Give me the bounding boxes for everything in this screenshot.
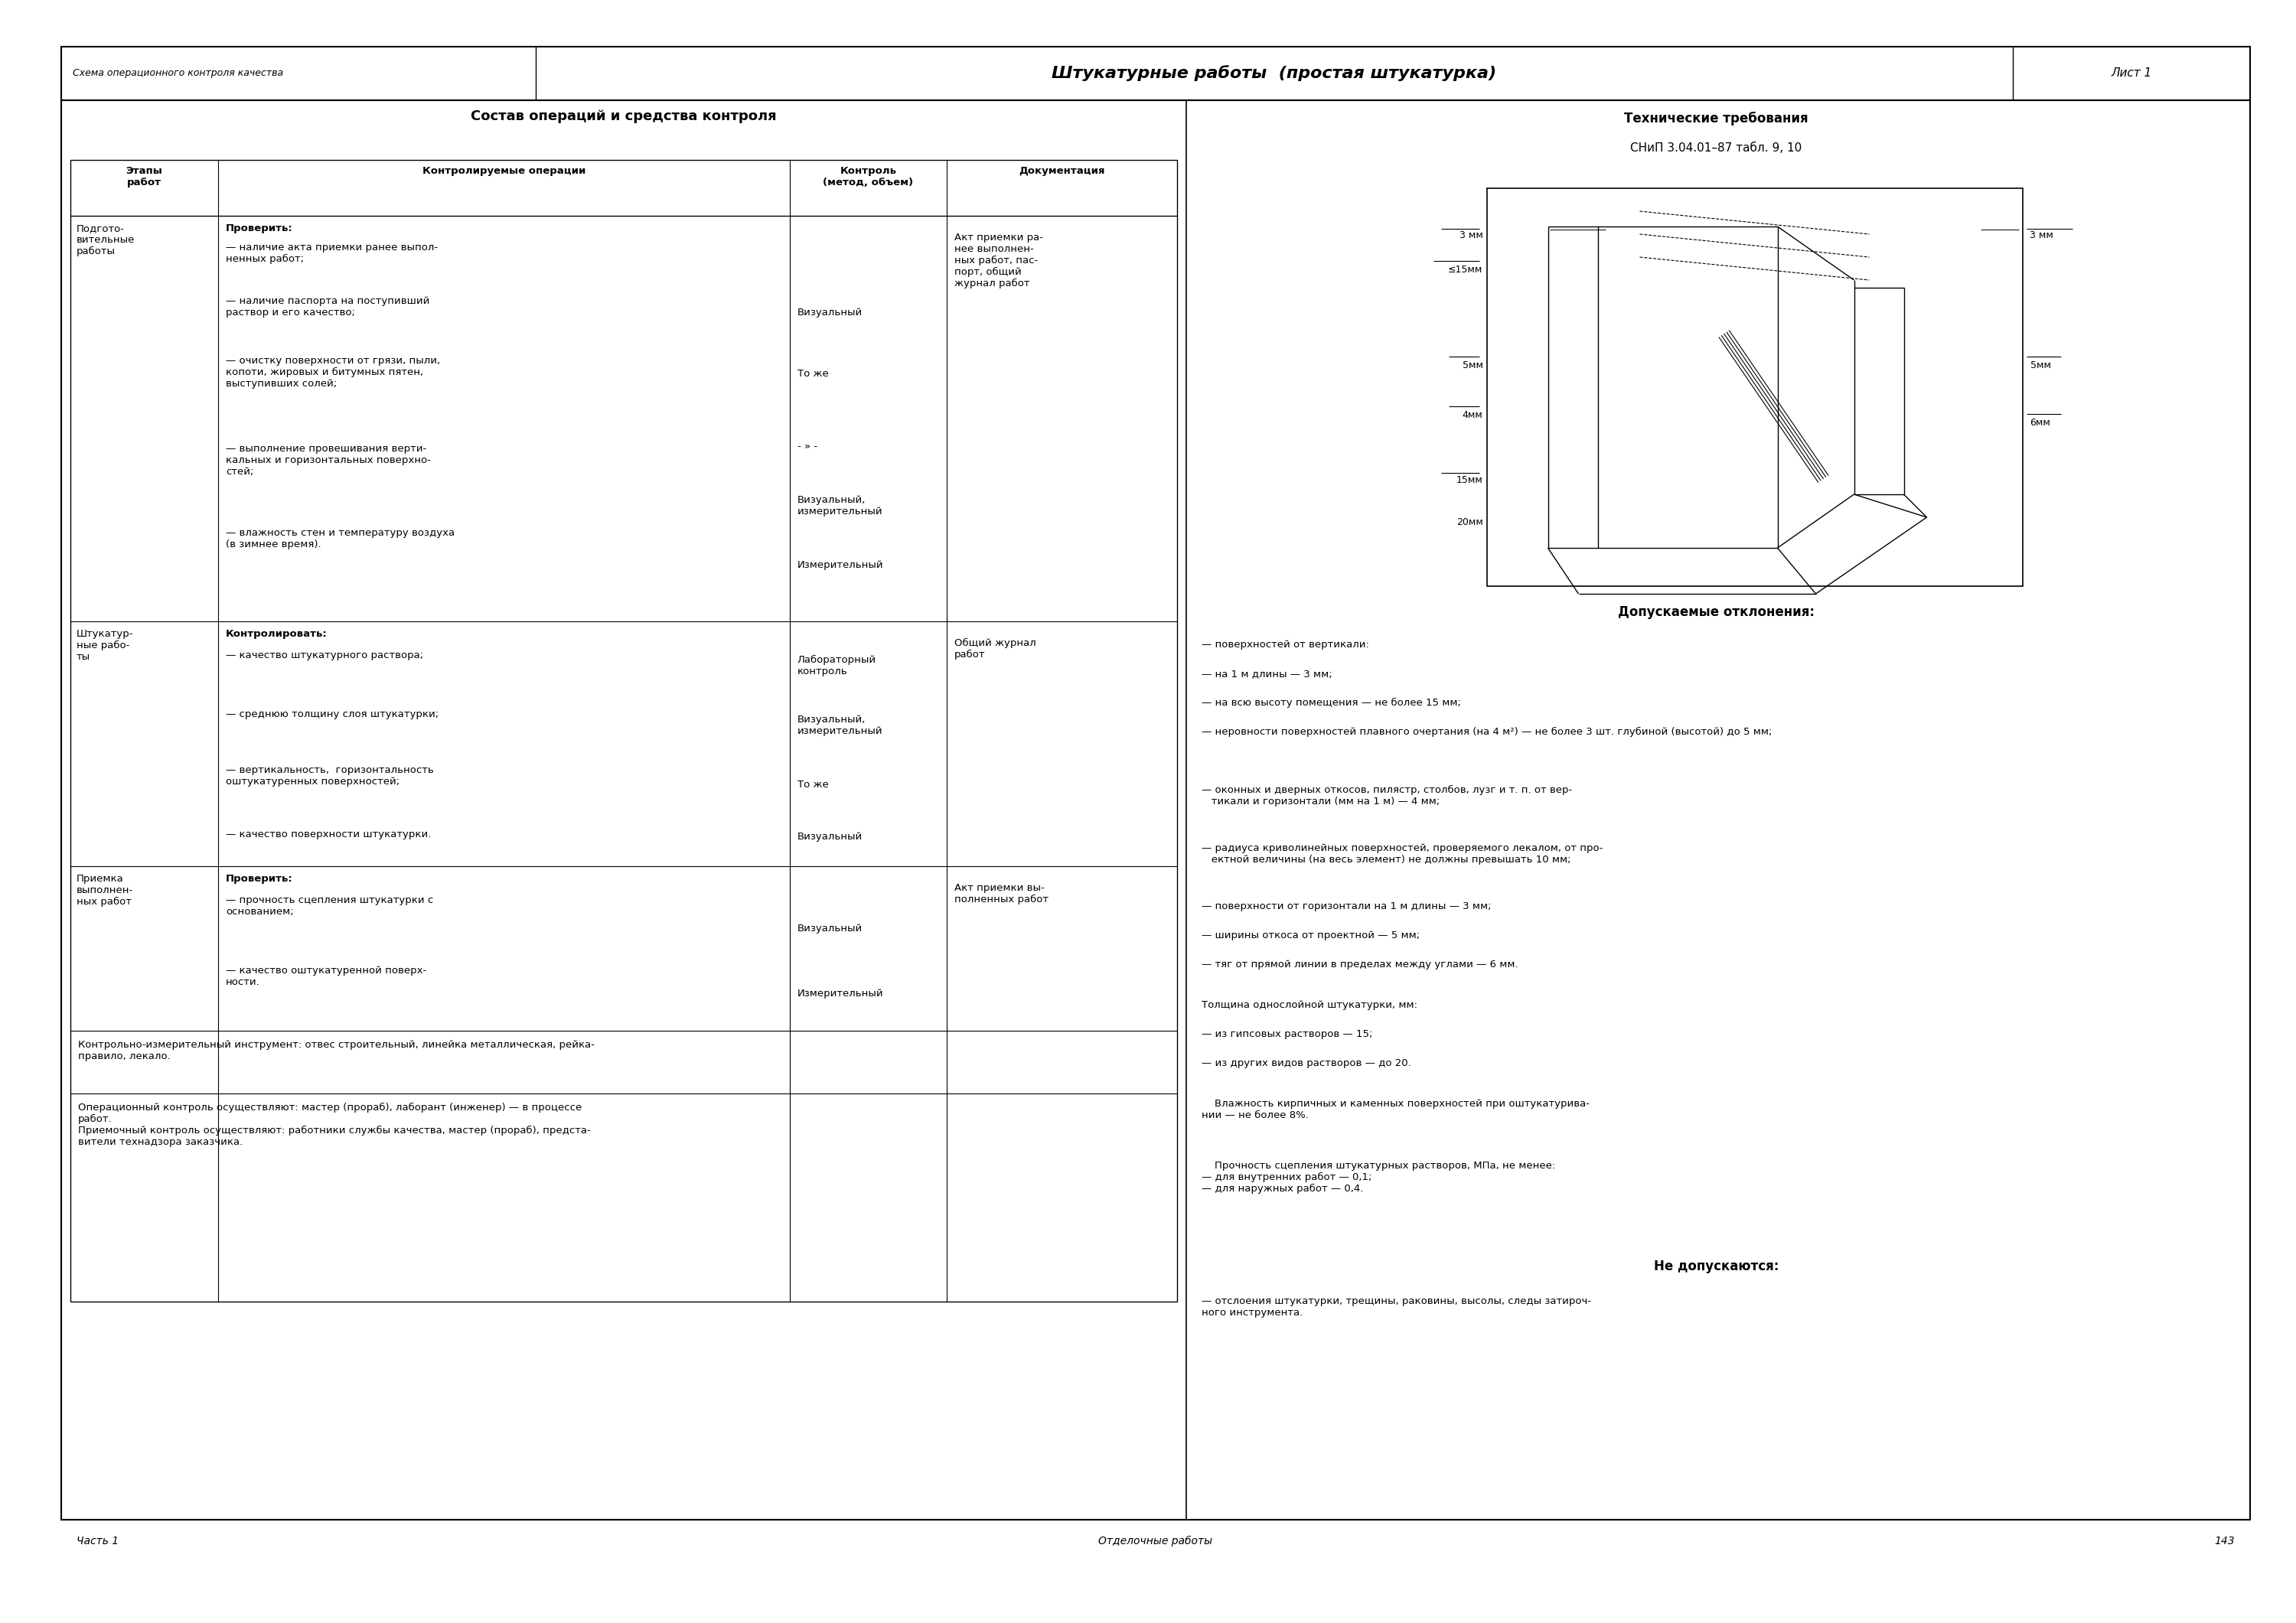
Text: Допускаемые отклонения:: Допускаемые отклонения: <box>1619 605 1814 618</box>
Text: — поверхности от горизонтали на 1 м длины — 3 мм;: — поверхности от горизонтали на 1 м длин… <box>1201 901 1492 912</box>
Text: — ширины откоса от проектной — 5 мм;: — ширины откоса от проектной — 5 мм; <box>1201 930 1419 940</box>
Text: Контролировать:: Контролировать: <box>225 630 328 639</box>
Text: 5мм: 5мм <box>2030 360 2050 370</box>
Text: 5мм: 5мм <box>1463 360 1483 370</box>
Text: — из гипсовых растворов — 15;: — из гипсовых растворов — 15; <box>1201 1029 1373 1039</box>
Text: Толщина однослойной штукатурки, мм:: Толщина однослойной штукатурки, мм: <box>1201 1000 1417 1010</box>
Text: Контроль
(метод, объем): Контроль (метод, объем) <box>822 166 914 188</box>
Text: Визуальный: Визуальный <box>797 923 863 933</box>
Text: — выполнение провешивания верти-
кальных и горизонтальных поверхно-
стей;: — выполнение провешивания верти- кальных… <box>225 443 432 477</box>
Text: — качество поверхности штукатурки.: — качество поверхности штукатурки. <box>225 829 432 839</box>
Text: — качество штукатурного раствора;: — качество штукатурного раствора; <box>225 651 422 661</box>
Text: Проверить:: Проверить: <box>225 224 294 234</box>
Bar <box>1548 227 1598 549</box>
Text: — качество оштукатуренной поверх-
ности.: — качество оштукатуренной поверх- ности. <box>225 966 427 987</box>
Text: — влажность стен и температуру воздуха
(в зимнее время).: — влажность стен и температуру воздуха (… <box>225 527 455 550</box>
Text: 4мм: 4мм <box>1463 411 1483 420</box>
Text: Измерительный: Измерительный <box>797 988 884 998</box>
Text: Штукатурные работы  (простая штукатурка): Штукатурные работы (простая штукатурка) <box>1052 65 1497 81</box>
Text: 20мм: 20мм <box>1456 518 1483 527</box>
Text: Контролируемые операции: Контролируемые операции <box>422 166 585 175</box>
Text: ≤15мм: ≤15мм <box>1449 265 1483 274</box>
Text: — оконных и дверных откосов, пилястр, столбов, лузг и т. п. от вер-
   тикали и : — оконных и дверных откосов, пилястр, ст… <box>1201 786 1573 807</box>
Text: 3 мм: 3 мм <box>2030 230 2053 240</box>
Bar <box>62 47 2250 101</box>
Text: — прочность сцепления штукатурки с
основанием;: — прочность сцепления штукатурки с основ… <box>225 896 434 917</box>
Text: Акт приемки ра-
нее выполнен-
ных работ, пас-
порт, общий
журнал работ: Акт приемки ра- нее выполнен- ных работ,… <box>955 232 1042 289</box>
Text: — очистку поверхности от грязи, пыли,
копоти, жировых и битумных пятен,
выступив: — очистку поверхности от грязи, пыли, ко… <box>225 355 441 390</box>
Text: — на всю высоту помещения — не более 15 мм;: — на всю высоту помещения — не более 15 … <box>1201 698 1460 708</box>
Text: 3 мм: 3 мм <box>1460 230 1483 240</box>
Text: Лабораторный
контроль: Лабораторный контроль <box>797 656 877 677</box>
Text: Лист 1: Лист 1 <box>2110 68 2151 80</box>
Text: Часть 1: Часть 1 <box>76 1535 119 1547</box>
Text: СНиП 3.04.01–87 табл. 9, 10: СНиП 3.04.01–87 табл. 9, 10 <box>1630 143 1802 154</box>
Text: То же: То же <box>797 779 829 790</box>
Bar <box>1855 287 1903 495</box>
Text: — наличие паспорта на поступивший
раствор и его качество;: — наличие паспорта на поступивший раство… <box>225 295 429 318</box>
Text: 6мм: 6мм <box>2030 417 2050 428</box>
Text: Подгото-
вительные
работы: Подгото- вительные работы <box>76 224 135 256</box>
Text: Штукатур-
ные рабо-
ты: Штукатур- ные рабо- ты <box>76 630 133 662</box>
Text: Визуальный: Визуальный <box>797 308 863 318</box>
Text: Визуальный,
измерительный: Визуальный, измерительный <box>797 714 884 737</box>
Text: — наличие акта приемки ранее выпол-
ненных работ;: — наличие акта приемки ранее выпол- ненн… <box>225 242 439 265</box>
Bar <box>71 161 1178 1302</box>
Bar <box>62 101 2250 1519</box>
Text: 15мм: 15мм <box>1456 476 1483 485</box>
Text: — среднюю толщину слоя штукатурки;: — среднюю толщину слоя штукатурки; <box>225 709 439 719</box>
Text: Документация: Документация <box>1019 166 1104 175</box>
Text: Схема операционного контроля качества: Схема операционного контроля качества <box>73 68 282 78</box>
Text: Технические требования: Технические требования <box>1623 112 1809 125</box>
Text: Общий журнал
работ: Общий журнал работ <box>955 638 1035 659</box>
Text: — вертикальность,  горизонтальность
оштукатуренных поверхностей;: — вертикальность, горизонтальность оштук… <box>225 764 434 787</box>
Text: Визуальный: Визуальный <box>797 831 863 842</box>
Text: Измерительный: Измерительный <box>797 560 884 570</box>
Text: Приемка
выполнен-
ных работ: Приемка выполнен- ных работ <box>76 873 133 907</box>
Text: - » -: - » - <box>797 441 817 451</box>
Text: — отслоения штукатурки, трещины, раковины, высолы, следы затироч-
ного инструмен: — отслоения штукатурки, трещины, раковин… <box>1201 1297 1591 1318</box>
Text: Этапы
работ: Этапы работ <box>126 166 163 188</box>
Text: Не допускаются:: Не допускаются: <box>1653 1259 1779 1274</box>
Text: — неровности поверхностей плавного очертания (на 4 м²) — не более 3 шт. глубиной: — неровности поверхностей плавного очерт… <box>1201 727 1773 737</box>
Text: То же: То же <box>797 368 829 378</box>
Text: — из других видов растворов — до 20.: — из других видов растворов — до 20. <box>1201 1058 1412 1068</box>
Text: — поверхностей от вертикали:: — поверхностей от вертикали: <box>1201 639 1368 649</box>
Text: Состав операций и средства контроля: Состав операций и средства контроля <box>471 109 776 123</box>
Text: 143: 143 <box>2213 1535 2234 1547</box>
Text: Прочность сцепления штукатурных растворов, МПа, не менее:
— для внутренних работ: Прочность сцепления штукатурных растворо… <box>1201 1160 1554 1195</box>
Text: Влажность кирпичных и каменных поверхностей при оштукатурива-
нии — не более 8%.: Влажность кирпичных и каменных поверхнос… <box>1201 1099 1589 1120</box>
Text: — радиуса криволинейных поверхностей, проверяемого лекалом, от про-
   ектной ве: — радиуса криволинейных поверхностей, пр… <box>1201 844 1603 865</box>
Text: Визуальный,
измерительный: Визуальный, измерительный <box>797 495 884 516</box>
Text: Акт приемки вы-
полненных работ: Акт приемки вы- полненных работ <box>955 883 1049 904</box>
Text: Проверить:: Проверить: <box>225 873 294 885</box>
Bar <box>1488 188 2023 586</box>
Text: Отделочные работы: Отделочные работы <box>1097 1535 1212 1547</box>
Text: — тяг от прямой линии в пределах между углами — 6 мм.: — тяг от прямой линии в пределах между у… <box>1201 959 1518 969</box>
Text: Контрольно-измерительный инструмент: отвес строительный, линейка металлическая, : Контрольно-измерительный инструмент: отв… <box>78 1040 595 1061</box>
Text: Операционный контроль осуществляют: мастер (прораб), лаборант (инженер) — в проц: Операционный контроль осуществляют: маст… <box>78 1102 590 1147</box>
Text: — на 1 м длины — 3 мм;: — на 1 м длины — 3 мм; <box>1201 669 1332 678</box>
